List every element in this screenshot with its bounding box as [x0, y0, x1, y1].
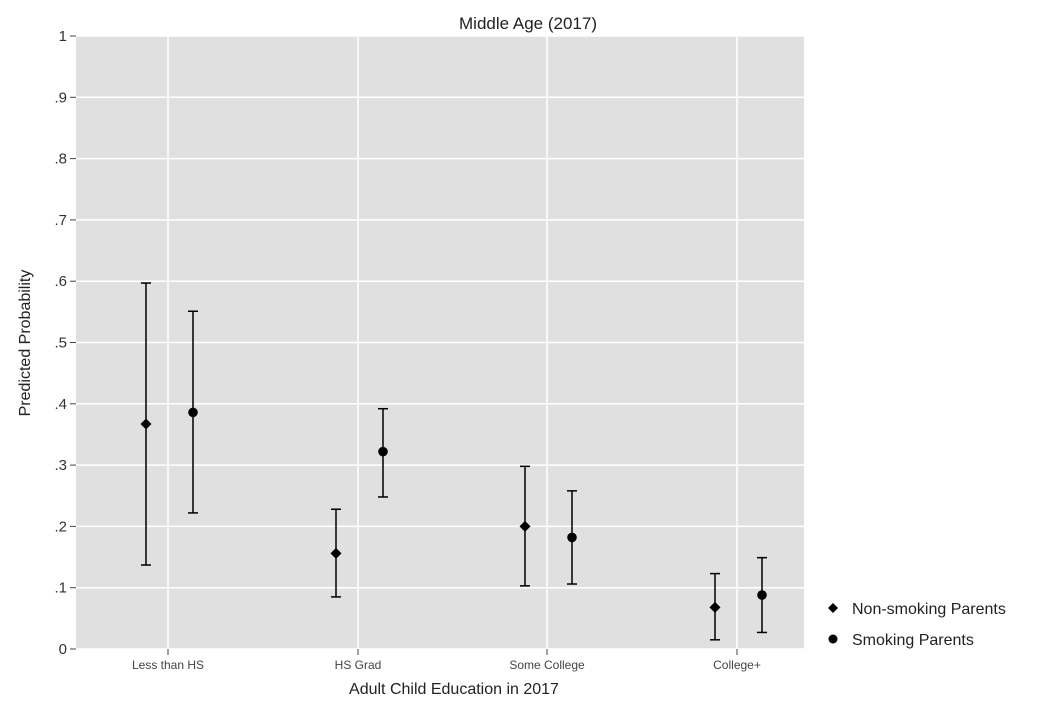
gridlines	[76, 35, 804, 650]
y-tick-label: .5	[54, 335, 67, 352]
data-point-non-smoking	[330, 547, 342, 559]
x-tick-label: Some College	[509, 658, 585, 672]
legend-marker-non-smoking	[828, 603, 838, 613]
chart-title: Middle Age (2017)	[459, 14, 597, 33]
x-tick-label: HS Grad	[335, 658, 382, 672]
data-point-smoking	[188, 407, 198, 418]
y-axis: 0 .1 .2 .3 .4 .5 .6 .7 .8 .9 1	[54, 28, 76, 658]
data-point-smoking	[378, 446, 388, 457]
data-point-non-smoking	[519, 520, 531, 532]
data-marks	[140, 282, 767, 641]
legend-label-smoking: Smoking Parents	[852, 632, 974, 649]
y-tick-label: .8	[54, 151, 67, 168]
y-tick-label: .6	[54, 273, 67, 290]
y-tick-label: 1	[59, 28, 67, 45]
data-point-smoking	[757, 590, 767, 600]
x-tick-label: College+	[713, 658, 761, 672]
y-tick-label: .7	[54, 212, 67, 229]
legend-label-non-smoking: Non-smoking Parents	[852, 601, 1006, 618]
x-tick-label: Less than HS	[132, 658, 204, 672]
data-point-non-smoking	[709, 601, 721, 613]
legend: Non-smoking Parents Smoking Parents	[828, 601, 1006, 649]
y-tick-label: 0	[59, 641, 67, 658]
data-point-smoking	[567, 532, 577, 543]
y-tick-label: .9	[54, 89, 67, 106]
legend-marker-smoking	[828, 634, 838, 644]
y-axis-label: Predicted Probability	[17, 270, 34, 417]
data-point-non-smoking	[140, 418, 152, 430]
y-tick-label: .4	[54, 396, 67, 413]
y-tick-label: .2	[54, 518, 67, 535]
x-axis: Less than HS HS Grad Some College College+	[132, 649, 761, 672]
x-axis-label: Adult Child Education in 2017	[349, 681, 559, 698]
y-tick-label: .1	[54, 580, 67, 597]
y-tick-label: .3	[54, 457, 67, 474]
